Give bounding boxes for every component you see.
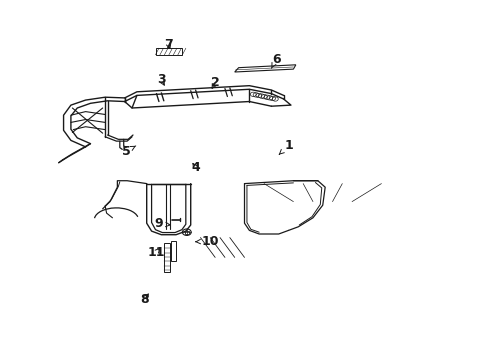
Text: 3: 3 bbox=[157, 73, 165, 86]
Text: 10: 10 bbox=[195, 235, 219, 248]
Bar bbox=[171, 241, 176, 261]
Text: 6: 6 bbox=[271, 53, 280, 68]
Text: 8: 8 bbox=[140, 293, 148, 306]
Bar bbox=[184, 231, 188, 234]
Text: 9: 9 bbox=[154, 217, 170, 230]
Text: 4: 4 bbox=[191, 161, 200, 174]
Text: 5: 5 bbox=[122, 145, 136, 158]
Text: 11: 11 bbox=[147, 246, 165, 258]
Polygon shape bbox=[234, 65, 295, 72]
Text: 7: 7 bbox=[164, 38, 173, 51]
Bar bbox=[164, 243, 170, 272]
Text: 2: 2 bbox=[210, 76, 219, 89]
Text: 1: 1 bbox=[279, 139, 292, 154]
Bar bbox=[155, 48, 182, 55]
